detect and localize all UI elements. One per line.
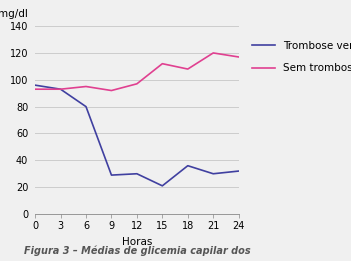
Sem trombose bbox=[186, 68, 190, 71]
Sem trombose bbox=[135, 82, 139, 85]
Trombose venosa bbox=[211, 172, 215, 175]
Sem trombose bbox=[58, 88, 63, 91]
Trombose venosa bbox=[135, 172, 139, 175]
X-axis label: Horas: Horas bbox=[122, 236, 152, 247]
Trombose venosa bbox=[58, 88, 63, 91]
Trombose venosa bbox=[110, 174, 114, 177]
Trombose venosa bbox=[237, 169, 241, 173]
Sem trombose bbox=[211, 51, 215, 55]
Sem trombose bbox=[160, 62, 164, 65]
Text: Figura 3 – Médias de glicemia capilar dos: Figura 3 – Médias de glicemia capilar do… bbox=[24, 245, 250, 256]
Trombose venosa bbox=[160, 184, 164, 187]
Sem trombose bbox=[33, 88, 37, 91]
Line: Trombose venosa: Trombose venosa bbox=[35, 85, 239, 186]
Trombose venosa bbox=[186, 164, 190, 167]
Sem trombose bbox=[110, 89, 114, 92]
Trombose venosa bbox=[33, 84, 37, 87]
Line: Sem trombose: Sem trombose bbox=[35, 53, 239, 91]
Text: mg/dl: mg/dl bbox=[0, 9, 28, 19]
Sem trombose bbox=[84, 85, 88, 88]
Legend: Trombose venosa, Sem trombose: Trombose venosa, Sem trombose bbox=[252, 41, 351, 73]
Sem trombose bbox=[237, 55, 241, 58]
Trombose venosa bbox=[84, 105, 88, 108]
